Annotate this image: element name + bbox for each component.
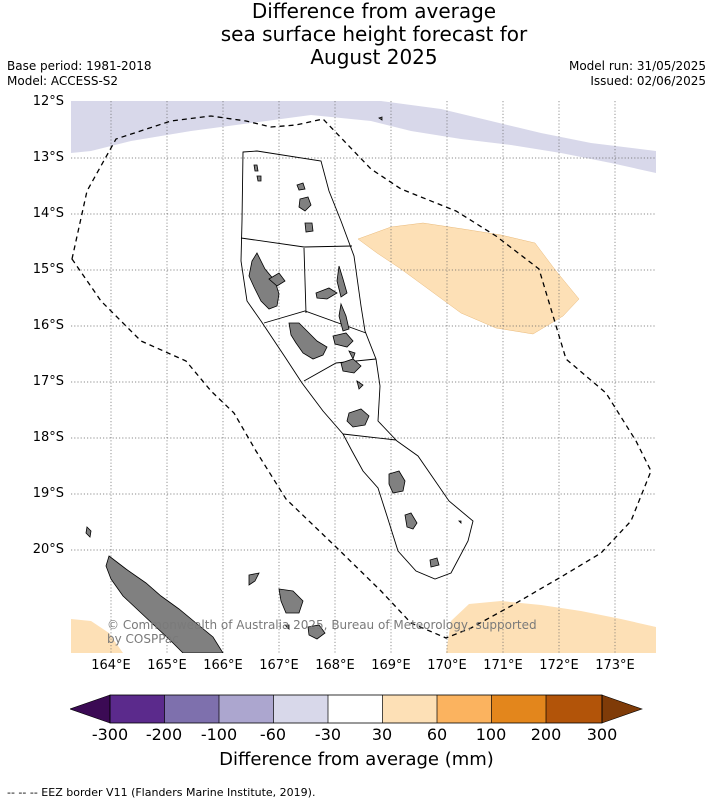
- copyright-line-1: © Commonwealth of Australia 2025, Bureau…: [107, 618, 537, 632]
- island-ambrym: [332, 332, 354, 348]
- title-line-1: Difference from average: [251, 0, 497, 23]
- lon-label: 167°E: [259, 658, 299, 673]
- colorbar-tick-label: -300: [91, 725, 129, 744]
- colorbar-tick-label: 300: [586, 725, 618, 744]
- island-torres: [253, 164, 259, 172]
- lon-label: 172°E: [539, 658, 579, 673]
- island-belep: [85, 526, 92, 538]
- colorbar-segment: [273, 695, 328, 723]
- island-maewo: [336, 265, 348, 298]
- eez-boundary: [71, 115, 652, 639]
- lat-label: 15°S: [32, 262, 64, 277]
- gridlines: [71, 101, 656, 653]
- province-boundary-outline: [240, 150, 474, 580]
- island-malekula: [288, 322, 328, 360]
- island-mare: [307, 624, 326, 640]
- colorbar: [70, 694, 643, 724]
- island-tanna: [404, 512, 418, 530]
- lat-label: 16°S: [32, 318, 64, 333]
- colorbar-tick-label: -30: [314, 725, 342, 744]
- meta-left: Base period: 1981-2018 Model: ACCESS-S2: [7, 59, 152, 89]
- lat-label: 14°S: [32, 206, 64, 221]
- island-new-caledonia: [105, 555, 224, 653]
- model-run: Model run: 31/05/2025: [568, 59, 706, 73]
- meta-right: Model run: 31/05/2025 Issued: 02/06/2025: [569, 59, 706, 89]
- title-line-3: August 2025: [310, 45, 438, 69]
- island-paama: [348, 350, 356, 361]
- lon-label: 171°E: [483, 658, 523, 673]
- positive-anomaly-area-southwest: [71, 619, 123, 653]
- island-tiga: [284, 624, 290, 630]
- lat-label: 12°S: [32, 94, 64, 109]
- copyright-line-2: by COSPPac: [107, 632, 179, 646]
- copyright-notice: © Commonwealth of Australia 2025, Bureau…: [107, 618, 537, 646]
- colorbar-title: Difference from average (mm): [219, 749, 494, 770]
- colorbar-segment: [164, 695, 219, 723]
- island-pentecost: [338, 302, 350, 332]
- model-name: Model: ACCESS-S2: [7, 74, 119, 88]
- island-tiny-1: [378, 116, 383, 121]
- issued-date: Issued: 02/06/2025: [590, 74, 706, 88]
- colorbar-segment: [328, 695, 383, 723]
- island-efate: [346, 408, 370, 428]
- island-gaua: [296, 182, 306, 191]
- lat-label: 17°S: [32, 374, 64, 389]
- colorbar-segment: [110, 695, 165, 723]
- lon-label: 173°E: [595, 658, 635, 673]
- positive-anomaly-area-south: [446, 601, 656, 653]
- lat-label: 18°S: [32, 430, 64, 445]
- colorbar-segment: [382, 695, 437, 723]
- lon-label: 166°E: [203, 658, 243, 673]
- colorbar-frame: [109, 694, 603, 724]
- island-tongoa: [356, 380, 364, 390]
- island-ureparapara: [304, 222, 314, 233]
- colorbar-segment: [437, 695, 492, 723]
- island-erromango: [388, 470, 406, 494]
- lat-label: 13°S: [32, 150, 64, 165]
- island-aneityum: [429, 557, 440, 568]
- land-masses: [85, 116, 462, 653]
- lon-label: 164°E: [91, 658, 131, 673]
- colorbar-segment: [546, 695, 602, 723]
- lat-label: 19°S: [32, 486, 64, 501]
- island-ambae: [315, 287, 338, 300]
- colorbar-tick-label: -100: [200, 725, 238, 744]
- colorbar-tick-label: 200: [530, 725, 562, 744]
- eez-footnote: -- -- -- EEZ border V11 (Flanders Marine…: [7, 786, 316, 799]
- colorbar-tick-label: 60: [426, 725, 448, 744]
- title-line-2: sea surface height forecast for: [220, 22, 528, 46]
- anomaly-shading: [71, 101, 656, 653]
- negative-anomaly-area: [71, 101, 656, 173]
- island-torres-2: [256, 175, 262, 182]
- colorbar-tick-label: -200: [145, 725, 183, 744]
- island-tiny-2: [458, 520, 462, 524]
- island-lifou: [278, 588, 304, 614]
- map-panel: [71, 101, 656, 653]
- map-title: Difference from average sea surface heig…: [0, 0, 713, 69]
- island-ouvea: [248, 572, 260, 586]
- colorbar-segment: [70, 694, 111, 724]
- colorbar-tick-label: -60: [259, 725, 287, 744]
- lon-label: 169°E: [371, 658, 411, 673]
- colorbar-tick-label: 100: [475, 725, 507, 744]
- lon-label: 170°E: [427, 658, 467, 673]
- positive-anomaly-area-east: [357, 222, 580, 335]
- lon-label: 168°E: [315, 658, 355, 673]
- island-epi: [340, 358, 362, 374]
- island-vanua-lava: [298, 196, 312, 212]
- island-malo: [268, 272, 286, 287]
- lon-label: 165°E: [147, 658, 187, 673]
- colorbar-segment: [601, 694, 643, 724]
- base-period: Base period: 1981-2018: [7, 59, 152, 73]
- colorbar-segment: [219, 695, 274, 723]
- colorbar-tick-label: 30: [371, 725, 393, 744]
- colorbar-segment: [491, 695, 546, 723]
- lat-label: 20°S: [32, 542, 64, 557]
